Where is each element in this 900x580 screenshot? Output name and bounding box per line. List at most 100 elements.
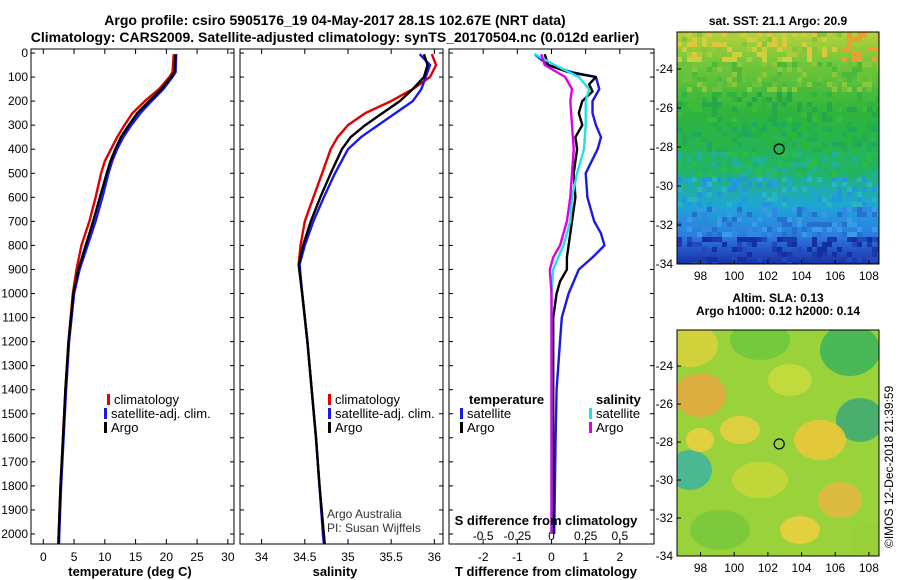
sst-cell [837, 187, 842, 192]
sst-cell [842, 212, 847, 217]
sst-cell [772, 77, 777, 82]
sst-cell [707, 182, 712, 187]
sst-cell [712, 97, 717, 102]
sst-cell [817, 247, 822, 252]
legend-swatch-climatology [328, 394, 331, 405]
sst-cell [757, 167, 762, 172]
sst-cell [697, 137, 702, 142]
sst-cell [772, 172, 777, 177]
sst-cell [777, 227, 782, 232]
sst-cell [697, 132, 702, 137]
sst-cell [827, 137, 832, 142]
sst-cell [687, 182, 692, 187]
sst-cell [707, 257, 712, 262]
sst-cell [757, 177, 762, 182]
sst-cell [842, 82, 847, 87]
map-y-tick-label: -30 [656, 473, 674, 487]
sst-cell [742, 132, 747, 137]
sst-cell [727, 162, 732, 167]
map-x-tick-label: 102 [758, 561, 778, 575]
sst-cell [697, 37, 702, 42]
sst-cell [677, 217, 682, 222]
sst-cell [772, 42, 777, 47]
sst-cell [742, 127, 747, 132]
sst-cell [732, 57, 737, 62]
sst-cell [692, 107, 697, 112]
sst-cell [707, 102, 712, 107]
sst-cell [677, 262, 682, 264]
sst-cell [877, 162, 879, 167]
sst-cell [867, 202, 872, 207]
sst-cell [687, 32, 692, 37]
sst-cell [842, 97, 847, 102]
sst-cell [717, 237, 722, 242]
sst-cell [827, 242, 832, 247]
sst-cell [707, 232, 712, 237]
sst-cell [702, 102, 707, 107]
depth-tick-label: 1700 [1, 455, 28, 469]
sst-cell [767, 212, 772, 217]
sst-cell [772, 177, 777, 182]
sst-cell [867, 62, 872, 67]
sst-cell [787, 162, 792, 167]
sst-cell [762, 207, 767, 212]
sst-cell [832, 252, 837, 257]
sst-cell [812, 242, 817, 247]
sst-cell [782, 102, 787, 107]
sst-cell [877, 167, 879, 172]
sst-cell [702, 132, 707, 137]
sst-cell [677, 177, 682, 182]
sst-cell [832, 152, 837, 157]
sst-cell [742, 112, 747, 117]
sst-cell [767, 42, 772, 47]
legend-swatch-s-argo [589, 422, 592, 433]
sst-cell [797, 167, 802, 172]
difference-legend: temperature satellite Argo salinity sate… [460, 392, 642, 435]
sst-cell [707, 127, 712, 132]
sst-cell [827, 202, 832, 207]
sst-cell [797, 62, 802, 67]
sst-cell [702, 212, 707, 217]
sst-cell [697, 107, 702, 112]
sst-cell [802, 257, 807, 262]
t-difference-x-label: T difference from climatology [455, 564, 638, 579]
sst-cell [692, 42, 697, 47]
sst-cell [857, 92, 862, 97]
sst-cell [697, 97, 702, 102]
sst-cell [737, 237, 742, 242]
sst-cell [677, 152, 682, 157]
sst-cell [682, 227, 687, 232]
depth-tick-label: 1500 [1, 407, 28, 421]
sst-cell [717, 67, 722, 72]
sst-cell [817, 82, 822, 87]
sst-cell [742, 32, 747, 37]
sst-cell [732, 107, 737, 112]
sst-cell [832, 197, 837, 202]
sst-cell [692, 72, 697, 77]
sst-cell [782, 167, 787, 172]
depth-tick-label: 600 [8, 190, 28, 204]
sst-cell [857, 142, 862, 147]
sst-cell [772, 192, 777, 197]
sst-cell [857, 197, 862, 202]
sst-cell [807, 117, 812, 122]
sst-cell [842, 202, 847, 207]
sst-cell [727, 82, 732, 87]
sst-cell [872, 252, 877, 257]
sst-cell [702, 77, 707, 82]
sst-cell [857, 32, 862, 37]
sst-cell [802, 72, 807, 77]
sst-cell [782, 142, 787, 147]
sst-cell [847, 137, 852, 142]
sst-cell [857, 237, 862, 242]
sst-cell [777, 57, 782, 62]
sst-cell [697, 32, 702, 37]
sst-cell [687, 197, 692, 202]
sst-cell [762, 47, 767, 52]
sst-cell [727, 137, 732, 142]
sst-cell [772, 102, 777, 107]
sst-cell [712, 207, 717, 212]
sst-cell [787, 242, 792, 247]
map-x-tick-label: 108 [859, 269, 879, 283]
sst-map-frame [676, 31, 880, 265]
